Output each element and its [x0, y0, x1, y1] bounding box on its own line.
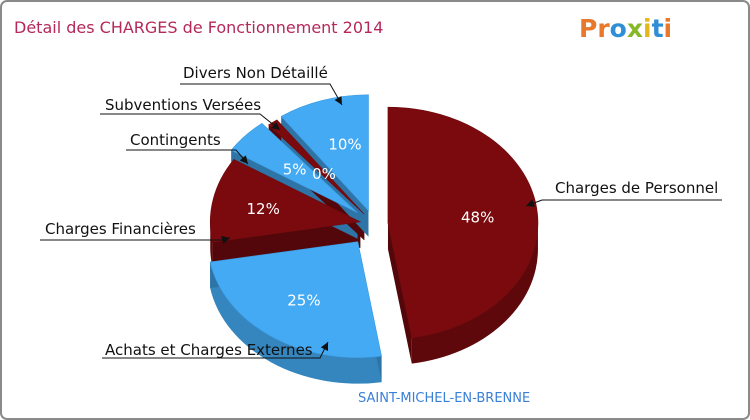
slice-tops — [209, 94, 539, 358]
callout-arrow-5 — [334, 96, 342, 105]
callout-label-5: Divers Non Détaillé — [183, 64, 328, 82]
callouts: Charges de Personnel Achats et Charges Ex… — [40, 64, 722, 359]
commune-name: SAINT-MICHEL-EN-BRENNE — [358, 391, 530, 406]
slice-achats-et-charges-externes — [209, 241, 382, 358]
callout-label-3: Contingents — [130, 131, 221, 149]
pct-label-2: 12% — [246, 200, 279, 218]
pct-labels: 48% 25% 12% 5% 0% 10% — [246, 135, 494, 309]
pct-label-0: 48% — [461, 209, 494, 227]
slice-charges-financi-res — [210, 159, 362, 243]
pct-label-5: 10% — [328, 135, 361, 153]
callout-arrow-1 — [320, 342, 328, 351]
callout-label-2: Charges Financières — [45, 220, 196, 238]
proxiti-logo: Proxiti — [579, 14, 672, 43]
callout-arrow-0 — [526, 199, 535, 207]
pct-label-4: 0% — [312, 165, 336, 183]
slice-charges-de-personnel — [387, 106, 539, 339]
slice-wall-0-1 — [387, 223, 412, 364]
slice-side-1 — [210, 262, 382, 384]
callout-line-3 — [126, 149, 249, 165]
callout-line-2 — [40, 237, 231, 241]
pct-label-1: 25% — [287, 291, 320, 309]
callout-line-0 — [525, 199, 722, 207]
callout-line-4 — [100, 113, 281, 131]
pct-label-3: 5% — [283, 161, 307, 179]
logo-text: Proxiti — [579, 14, 672, 43]
callout-label-0: Charges de Personnel — [555, 179, 718, 197]
pie-slices: 48% 25% 12% 5% 0% 10% — [209, 94, 539, 384]
callout-arrow-4 — [271, 121, 280, 130]
slice-divers-non-d-taill- — [280, 94, 369, 212]
callout-line-5 — [180, 83, 343, 106]
chart-title: Détail des CHARGES de Fonctionnement 201… — [14, 18, 383, 37]
callout-arrow-2 — [221, 236, 230, 244]
slice-subventions-vers-es — [268, 119, 365, 215]
slice-side-0 — [411, 223, 538, 364]
callout-arrow-3 — [239, 155, 248, 164]
callout-label-1: Achats et Charges Externes — [105, 341, 313, 359]
callout-label-4: Subventions Versées — [105, 96, 261, 114]
